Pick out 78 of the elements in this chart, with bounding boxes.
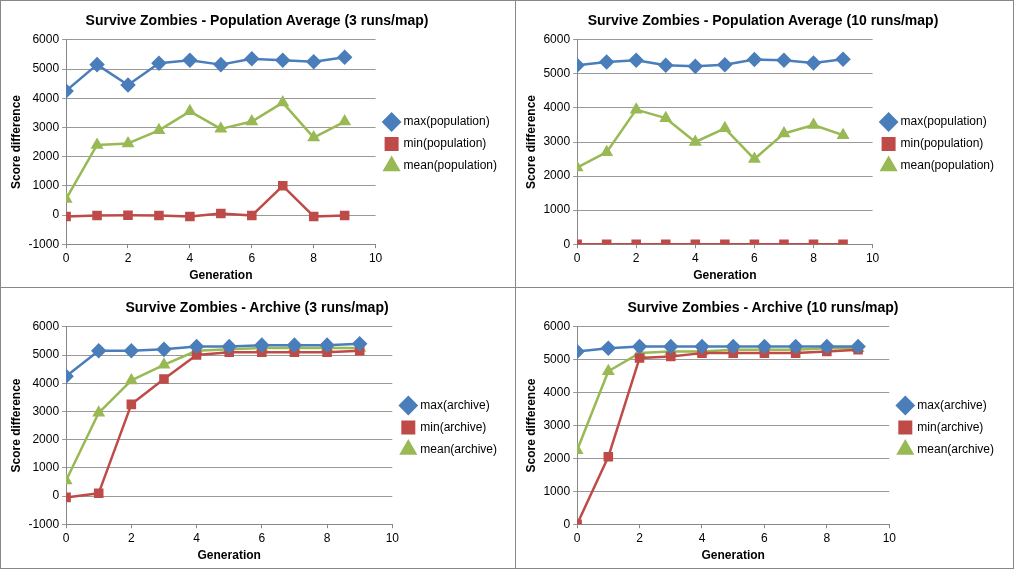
y-tick-label: 0: [52, 488, 60, 503]
x-tick-label: 10: [865, 250, 880, 265]
x-tick-label: 8: [323, 530, 331, 545]
y-tick-label: 0: [563, 236, 571, 251]
y-tick-label: 3000: [32, 403, 60, 418]
y-tick-label: 5000: [543, 66, 571, 81]
legend-label: max(population): [900, 114, 987, 129]
x-tick-label: 0: [573, 250, 581, 265]
x-tick-label: 0: [62, 530, 70, 545]
y-tick-label: 6000: [32, 319, 60, 334]
x-tick-label: 8: [823, 530, 831, 545]
y-tick-label: 4000: [32, 375, 60, 390]
y-tick-label: 3000: [543, 417, 571, 432]
x-tick-label: 6: [761, 530, 769, 545]
y-tick-label: 2000: [543, 450, 571, 465]
y-tick-label: 4000: [32, 90, 60, 105]
legend-label: mean(population): [403, 158, 498, 173]
x-tick-label: 2: [127, 530, 135, 545]
x-tick-label: 10: [368, 250, 383, 265]
y-tick-label: 2000: [32, 431, 60, 446]
y-tick-label: 4000: [543, 384, 571, 399]
y-axis-title: Score difference: [523, 378, 538, 473]
y-tick-label: 6000: [32, 32, 60, 47]
legend-label: min(population): [403, 136, 487, 151]
y-axis-title: Score difference: [8, 378, 23, 473]
legend-label: max(population): [403, 114, 490, 129]
legend-label: min(archive): [917, 419, 984, 434]
y-tick-label: 1000: [543, 202, 571, 217]
y-tick-label: 5000: [543, 352, 571, 367]
x-axis-title: Generation: [189, 268, 253, 283]
y-tick-label: 3000: [32, 119, 60, 134]
x-tick-label: 4: [691, 250, 699, 265]
y-tick-label: 6000: [543, 32, 571, 47]
legend-label: mean(archive): [420, 441, 498, 456]
y-tick-label: 1000: [543, 483, 571, 498]
chart-title: Survive Zombies - Population Average (10 runs/map): [587, 12, 939, 29]
chart-title: Survive Zombies - Archive (3 runs/map): [125, 299, 389, 316]
x-tick-label: 2: [632, 250, 640, 265]
y-tick-label: 1000: [32, 178, 60, 193]
x-tick-label: 10: [882, 530, 897, 545]
legend-label: max(archive): [420, 397, 490, 412]
x-tick-label: 0: [62, 250, 70, 265]
y-tick-label: 0: [52, 207, 60, 222]
x-tick-label: 6: [248, 250, 256, 265]
chart-title: Survive Zombies - Archive (10 runs/map): [627, 299, 899, 316]
y-tick-label: 2000: [32, 148, 60, 163]
chart-title: Survive Zombies - Population Average (3 runs/map): [85, 12, 429, 29]
x-tick-label: 8: [310, 250, 318, 265]
legend-label: min(archive): [420, 419, 487, 434]
y-tick-label: 5000: [32, 61, 60, 76]
y-tick-label: 4000: [543, 100, 571, 115]
x-axis-title: Generation: [701, 548, 765, 563]
y-tick-label: -1000: [28, 516, 60, 531]
x-tick-label: 6: [751, 250, 759, 265]
x-axis-title: Generation: [693, 268, 757, 283]
legend-label: mean(archive): [917, 441, 995, 456]
y-axis-title: Score difference: [523, 94, 538, 190]
y-tick-label: 5000: [32, 347, 60, 362]
x-tick-label: 4: [186, 250, 194, 265]
y-tick-label: 2000: [543, 168, 571, 183]
x-tick-label: 6: [258, 530, 266, 545]
y-tick-label: 1000: [32, 460, 60, 475]
x-tick-label: 10: [385, 530, 400, 545]
x-tick-label: 8: [810, 250, 818, 265]
y-axis-title: Score difference: [8, 94, 23, 190]
x-tick-label: 2: [636, 530, 644, 545]
y-tick-label: 0: [563, 516, 571, 531]
y-tick-label: 3000: [543, 134, 571, 149]
legend-label: max(archive): [917, 397, 987, 412]
x-axis-title: Generation: [197, 548, 261, 563]
y-tick-label: 6000: [543, 319, 571, 334]
x-tick-label: 4: [698, 530, 706, 545]
x-tick-label: 0: [573, 530, 581, 545]
legend-label: mean(population): [900, 158, 995, 173]
x-tick-label: 4: [193, 530, 201, 545]
x-tick-label: 2: [124, 250, 132, 265]
legend-label: min(population): [900, 136, 984, 151]
y-tick-label: -1000: [28, 236, 60, 251]
